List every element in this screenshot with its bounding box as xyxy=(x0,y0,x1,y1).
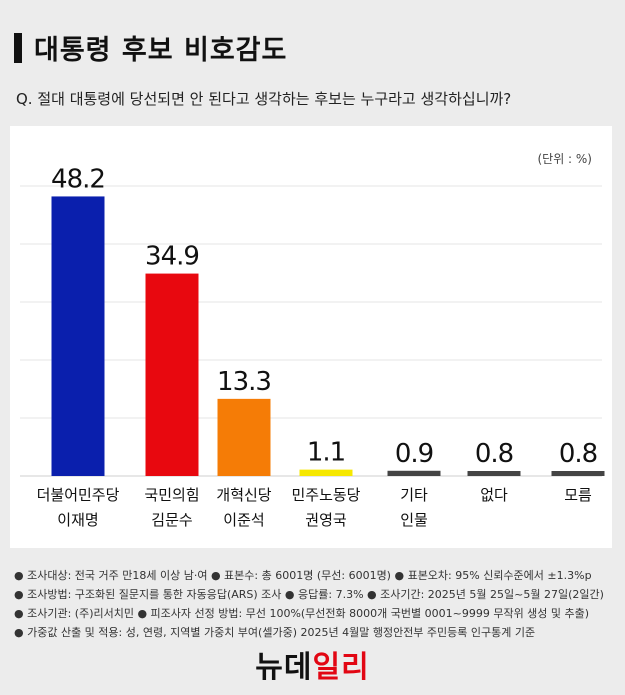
category-label: 더불어민주당 xyxy=(37,486,120,504)
note-line: ● 조사방법: 구조화된 질문지를 통한 자동응답(ARS) 조사 ● 응답률:… xyxy=(14,588,604,601)
data-label: 0.8 xyxy=(475,439,513,469)
category-label: 권영국 xyxy=(305,511,347,529)
logo-text-part1: 뉴데 xyxy=(255,650,313,685)
page-title: 대통령 후보 비호감도 xyxy=(34,35,288,66)
bar xyxy=(217,398,271,476)
category-label: 기타 xyxy=(400,486,428,504)
brand-logo: 뉴데일리 xyxy=(0,642,625,686)
data-label: 1.1 xyxy=(307,438,345,468)
category-label: 이준석 xyxy=(223,511,264,529)
category-label: 개혁신당 xyxy=(216,486,271,504)
category-label: 인물 xyxy=(400,511,428,529)
category-label: 김문수 xyxy=(151,511,192,529)
category-label: 민주노동당 xyxy=(291,486,360,504)
bar xyxy=(51,196,105,476)
bar xyxy=(299,469,353,476)
bar xyxy=(467,471,521,476)
note-line: ● 가중값 산출 및 적용: 성, 연령, 지역별 가중치 부여(셀가중) 20… xyxy=(14,626,536,639)
title-bar xyxy=(14,32,22,63)
data-label: 13.3 xyxy=(217,367,271,397)
bar xyxy=(551,471,605,476)
note-line: ● 조사기관: (주)리서치민 ● 피조사자 선정 방법: 무선 100%(무선… xyxy=(14,607,590,620)
note-line: ● 조사대상: 전국 거주 만18세 이상 남·여 ● 표본수: 총 6001명… xyxy=(14,569,592,582)
title-row: 대통령 후보 비호감도 xyxy=(14,28,287,67)
category-label: 이재명 xyxy=(57,511,98,529)
data-label: 48.2 xyxy=(51,164,105,194)
bar xyxy=(145,273,199,476)
category-label: 국민의힘 xyxy=(144,486,199,504)
survey-question: Q. 절대 대통령에 당선되면 안 된다고 생각하는 후보는 누구라고 생각하십… xyxy=(16,90,512,108)
category-label: 없다 xyxy=(480,486,508,504)
data-label: 0.8 xyxy=(559,439,597,469)
category-label: 모름 xyxy=(564,486,592,504)
survey-notes: ● 조사대상: 전국 거주 만18세 이상 남·여 ● 표본수: 총 6001명… xyxy=(14,566,604,642)
unit-label: (단위 : %) xyxy=(537,152,592,166)
data-label: 0.9 xyxy=(395,439,433,469)
logo-text-part2: 일리 xyxy=(312,650,370,685)
data-label: 34.9 xyxy=(145,242,199,272)
bar xyxy=(387,470,441,476)
